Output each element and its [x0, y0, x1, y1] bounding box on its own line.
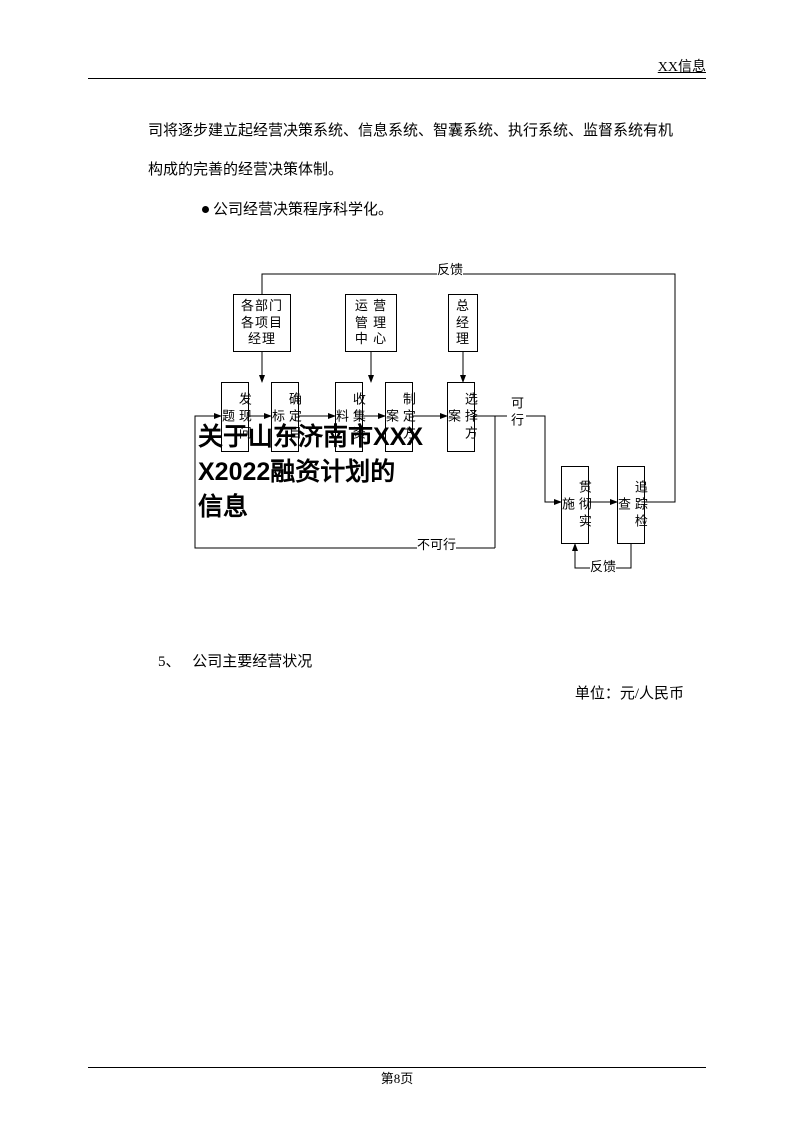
- label-feedback-top: 反馈: [437, 259, 463, 278]
- node-dept: 各部门 各项目 经理: [233, 294, 291, 352]
- sec5-num: 5、: [158, 654, 181, 670]
- label-notok: 不可行: [417, 534, 456, 553]
- overlay-line2: X2022融资计划的: [198, 455, 518, 490]
- node-gm: 总 经 理: [448, 294, 478, 352]
- header-right: XX信息: [658, 56, 706, 76]
- node-opc: 运 营 管 理 中 心: [345, 294, 397, 352]
- section-5: 5、 公司主要经营状况: [158, 650, 312, 671]
- node-impl: 贯彻实施: [561, 466, 589, 544]
- watermark-overlay: 关于山东济南市XXX X2022融资计划的 信息: [198, 420, 518, 525]
- overlay-line3: 信息: [198, 490, 518, 525]
- sec5-title: 公司主要经营状况: [192, 654, 312, 670]
- page-number: 第8页: [0, 1068, 794, 1087]
- bullet-icon: [202, 206, 209, 213]
- header-rule: [88, 78, 706, 79]
- bullet-text: 公司经营决策程序科学化。: [213, 202, 393, 218]
- overlay-line1: 关于山东济南市XXX: [198, 420, 518, 455]
- label-feedback-bottom: 反馈: [590, 556, 616, 575]
- paragraph-1: 司将逐步建立起经营决策系统、信息系统、智囊系统、执行系统、监督系统有机构成的完善…: [148, 112, 684, 190]
- unit-label: 单位：元/人民币: [575, 682, 684, 703]
- node-track: 追踪检查: [617, 466, 645, 544]
- bullet-line: 公司经营决策程序科学化。: [202, 198, 393, 219]
